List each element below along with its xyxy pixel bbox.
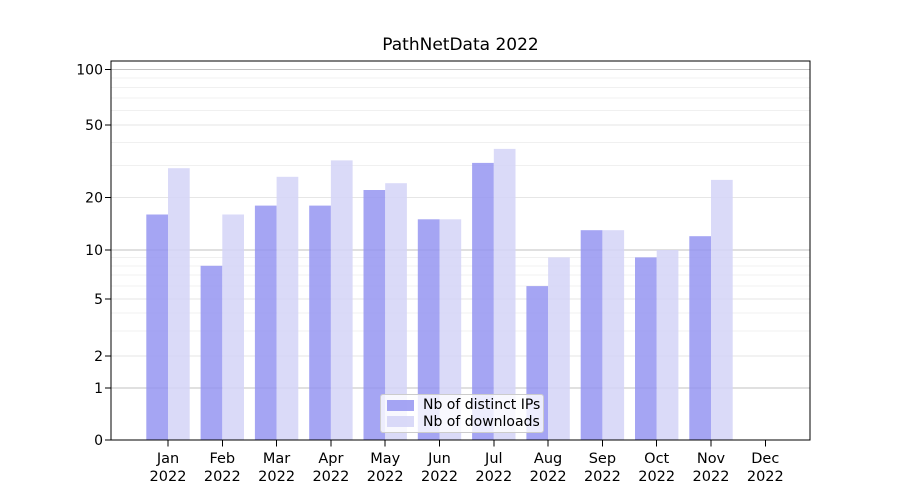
y-tick-label-1: 1 (94, 381, 103, 397)
x-tick-label-jan: Jan (156, 451, 179, 467)
x-tick-label-year-sep: 2022 (584, 469, 621, 485)
bar-downloads-apr (330, 160, 353, 440)
x-tick-label-year-feb: 2022 (204, 469, 241, 485)
y-tick-label-0: 0 (94, 433, 103, 449)
y-tick-label-2: 2 (94, 349, 103, 365)
x-tick-label-nov: Nov (697, 451, 726, 467)
bar-distinct-ips-oct (635, 257, 657, 440)
x-tick-label-may: May (370, 451, 400, 467)
x-tick-label-jun: Jun (427, 451, 451, 467)
bar-distinct-ips-apr (309, 205, 331, 440)
x-tick-label-year-aug: 2022 (530, 469, 567, 485)
bar-downloads-aug (548, 257, 570, 440)
x-tick-label-dec: Dec (751, 451, 779, 467)
legend-swatch-distinct-ips (387, 399, 414, 411)
y-tick-label-5: 5 (94, 292, 103, 308)
bar-distinct-ips-mar (254, 205, 277, 440)
x-tick-label-sep: Sep (589, 451, 616, 467)
x-tick-label-feb: Feb (209, 451, 235, 467)
x-tick-label-year-dec: 2022 (747, 469, 784, 485)
x-tick-label-mar: Mar (263, 451, 290, 467)
x-tick-label-jul: Jul (484, 451, 503, 467)
x-tick-label-apr: Apr (318, 451, 343, 467)
x-tick-label-year-oct: 2022 (638, 469, 675, 485)
legend-item-distinct-ips: Nb of distinct IPs (387, 397, 541, 414)
bar-distinct-ips-feb (200, 265, 223, 440)
x-tick-label-year-nov: 2022 (693, 469, 730, 485)
bar-downloads-may (385, 183, 407, 440)
bar-downloads-jul (493, 148, 516, 440)
x-tick-label-year-jun: 2022 (421, 469, 458, 485)
bar-downloads-jan (168, 168, 190, 440)
y-tick-label-20: 20 (85, 190, 103, 206)
x-tick-label-year-jan: 2022 (150, 469, 187, 485)
x-tick-label-year-apr: 2022 (312, 469, 349, 485)
bar-downloads-oct (656, 250, 679, 440)
x-tick-label-year-may: 2022 (367, 469, 404, 485)
bar-downloads-nov (711, 179, 733, 440)
legend: Nb of distinct IPs Nb of downloads (380, 394, 544, 433)
bar-distinct-ips-jul (472, 162, 494, 440)
legend-label-distinct-ips: Nb of distinct IPs (423, 397, 541, 414)
legend-label-downloads: Nb of downloads (423, 413, 540, 430)
bar-downloads-sep (602, 230, 625, 440)
x-tick-label-year-mar: 2022 (258, 469, 295, 485)
bar-downloads-feb (222, 214, 244, 440)
chart-title: PathNetData 2022 (382, 35, 539, 55)
y-tick-label-100: 100 (76, 62, 103, 78)
bar-distinct-ips-jun (417, 219, 440, 440)
bar-distinct-ips-nov (689, 236, 711, 440)
bar-distinct-ips-may (363, 190, 386, 440)
legend-swatch-downloads (387, 416, 414, 428)
y-tick-label-10: 10 (85, 243, 103, 259)
bar-distinct-ips-jan (146, 214, 168, 440)
legend-item-downloads: Nb of downloads (387, 413, 540, 430)
x-tick-label-aug: Aug (534, 451, 562, 467)
x-tick-label-oct: Oct (644, 451, 669, 467)
y-tick-label-50: 50 (85, 118, 103, 134)
bar-downloads-jun (439, 219, 462, 440)
bar-distinct-ips-sep (580, 230, 603, 440)
x-tick-label-year-jul: 2022 (475, 469, 512, 485)
bar-downloads-mar (276, 176, 299, 441)
